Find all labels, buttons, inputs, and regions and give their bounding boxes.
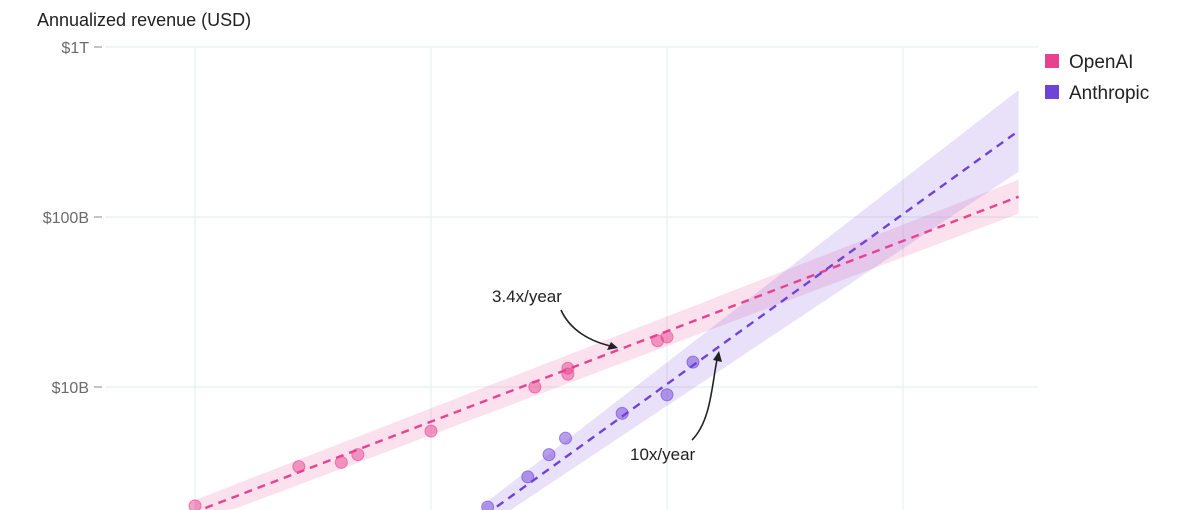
confidence-band-anthropic xyxy=(482,90,1019,510)
legend-item-anthropic: Anthropic xyxy=(1045,83,1149,104)
annotation-anthropic: 10x/year xyxy=(630,351,722,464)
data-point-anthropic xyxy=(686,355,700,369)
data-point-anthropic xyxy=(481,500,495,510)
data-point-openai xyxy=(292,460,306,474)
annotation-openai: 3.4x/year xyxy=(492,287,618,350)
annotation-anthropic-arrow xyxy=(691,354,719,441)
y-tick-label: $10B xyxy=(52,380,89,397)
annotation-openai-arrow xyxy=(560,309,616,348)
y-tick-label: $100B xyxy=(43,210,89,227)
data-point-openai xyxy=(528,380,542,394)
y-axis: $1T $100B $10B xyxy=(43,40,102,397)
grid xyxy=(105,46,1038,510)
data-point-openai xyxy=(188,499,202,510)
data-point-anthropic xyxy=(521,470,535,484)
y-tick-label: $1T xyxy=(61,40,89,57)
data-point-openai xyxy=(660,330,674,344)
data-point-anthropic xyxy=(615,406,629,420)
confidence-bands xyxy=(195,90,1019,510)
legend-swatch-openai xyxy=(1045,54,1059,68)
data-point-openai xyxy=(561,367,575,381)
arrowhead-icon xyxy=(713,351,722,362)
annotation-anthropic-label: 10x/year xyxy=(630,445,696,464)
data-point-openai xyxy=(334,455,348,469)
legend-swatch-anthropic xyxy=(1045,85,1059,99)
legend: OpenAI Anthropic xyxy=(1045,52,1149,104)
legend-label-anthropic: Anthropic xyxy=(1069,83,1149,104)
legend-item-openai: OpenAI xyxy=(1045,52,1133,73)
data-point-anthropic xyxy=(542,448,556,462)
data-point-openai xyxy=(351,448,365,462)
data-points xyxy=(188,330,700,510)
data-point-openai xyxy=(424,424,438,438)
data-point-anthropic xyxy=(660,388,674,402)
arrowhead-icon xyxy=(607,342,618,350)
data-point-anthropic xyxy=(559,431,573,445)
annotation-openai-label: 3.4x/year xyxy=(492,287,562,306)
y-axis-title: Annualized revenue (USD) xyxy=(37,10,251,30)
legend-label-openai: OpenAI xyxy=(1069,52,1133,73)
trend-line-anthropic xyxy=(496,129,1020,508)
